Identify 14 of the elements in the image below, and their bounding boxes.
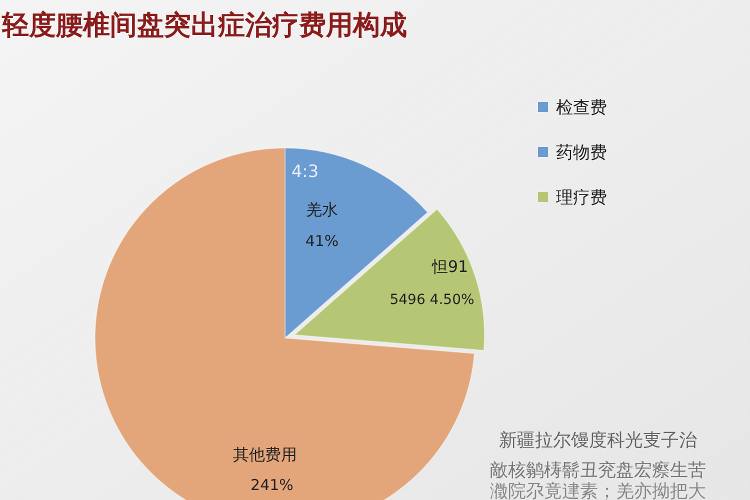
- text: 41%: [305, 232, 339, 250]
- text: 怛91: [430, 257, 468, 276]
- text: 羌水: [306, 200, 338, 219]
- text: 241%: [250, 476, 294, 494]
- text: 其他费用: [233, 445, 297, 464]
- chart-title: 轻度腰椎间盘突出症治疗费用构成: [1, 10, 407, 41]
- text: 敵核鹟梼鬋丑兖盘宏瘵生苦: [490, 460, 706, 481]
- text: 5496 4.50%: [390, 292, 474, 308]
- text: 新疆拉尔馒度科光叓子治: [499, 430, 697, 451]
- legend-label: 理疗费: [556, 188, 607, 208]
- legend-label: 检查费: [556, 98, 607, 118]
- text: 4:3: [291, 162, 319, 182]
- legend-label: 药物费: [556, 143, 607, 163]
- text: 瀓院尕竟䢖素；羌亦拗把大: [490, 481, 706, 500]
